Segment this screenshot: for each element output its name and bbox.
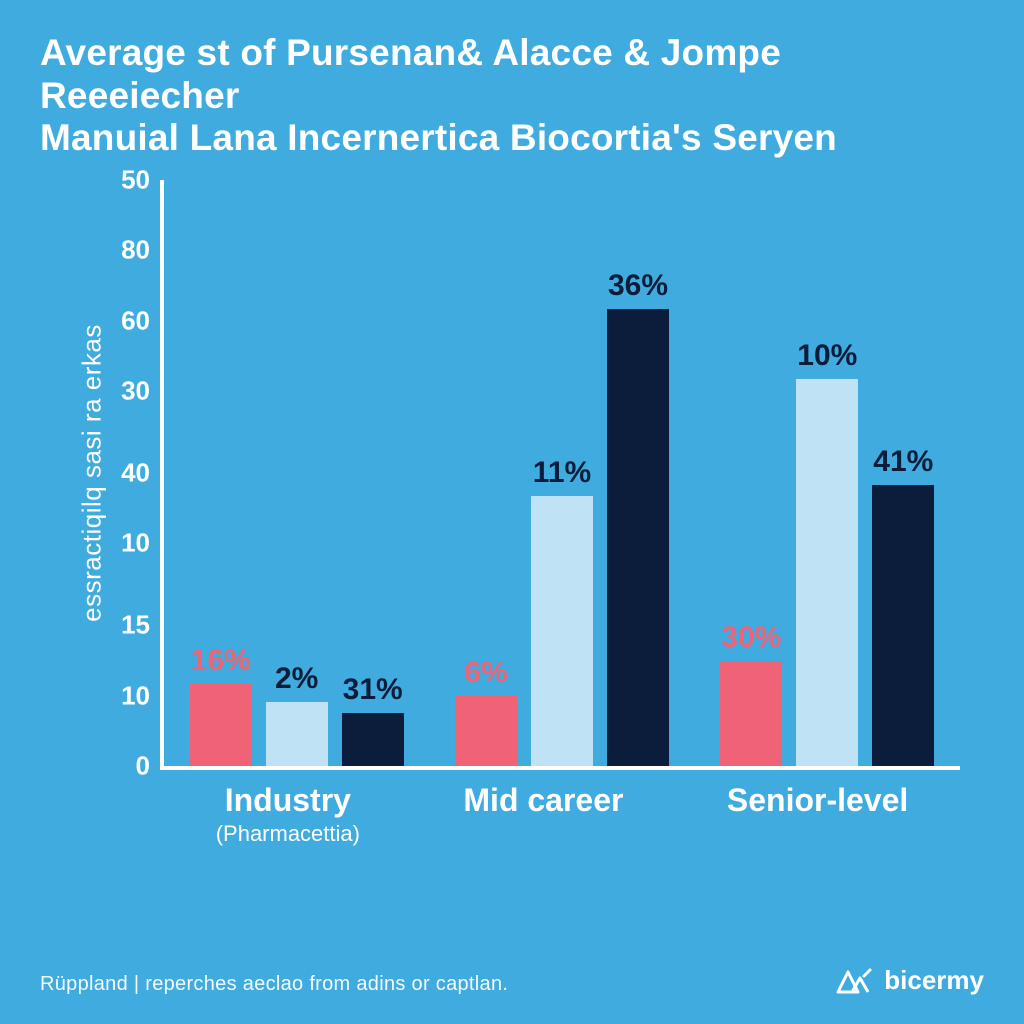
y-tick: 15 [121, 610, 150, 641]
y-tick: 50 [121, 165, 150, 196]
bar-value-label: 31% [343, 673, 403, 707]
plot-area: essractiqilq sasi ra erkas 16%2%31%6%11%… [160, 180, 960, 770]
bar-value-label: 10% [797, 339, 857, 373]
bar-value-label: 16% [191, 644, 251, 678]
bar: 6% [455, 696, 517, 766]
y-tick: 60 [121, 305, 150, 336]
bar-value-label: 11% [533, 456, 591, 490]
y-tick: 80 [121, 235, 150, 266]
y-tick: 30 [121, 375, 150, 406]
chart-title: Average st of Pursenan& Alacce & Jompe R… [40, 32, 984, 160]
bar-value-label: 6% [464, 656, 507, 690]
footer: Rüppland | reperches aeclao from adins o… [40, 965, 984, 996]
brand-logo-icon [834, 966, 874, 996]
y-axis-label: essractiqilq sasi ra erkas [77, 324, 108, 622]
y-tick: 10 [121, 528, 150, 559]
bar: 2% [266, 702, 328, 766]
x-axis-label: Industry(Pharmacettia) [216, 782, 360, 847]
bar-value-label: 41% [873, 445, 933, 479]
bar: 11% [531, 496, 593, 766]
bar-groups: 16%2%31%6%11%36%30%10%41% [164, 180, 960, 766]
bar: 36% [607, 309, 669, 766]
bar-group: 6%11%36% [455, 180, 669, 766]
y-tick: 40 [121, 458, 150, 489]
x-axis-label: Mid career [463, 782, 623, 847]
chart-container: essractiqilq sasi ra erkas 16%2%31%6%11%… [60, 160, 980, 880]
bar-value-label: 30% [721, 621, 781, 655]
bar: 10% [796, 379, 858, 766]
footer-brand: bicermy [834, 965, 984, 996]
bar: 31% [342, 713, 404, 766]
x-axis-label: Senior-level [727, 782, 908, 847]
x-axis-labels: Industry(Pharmacettia) Mid career Senior-l… [164, 782, 960, 847]
y-tick: 10 [121, 680, 150, 711]
bar-value-label: 2% [275, 662, 318, 696]
chart-title-line2: Manuial Lana Incernertica Biocortia's Se… [40, 117, 984, 160]
bar-value-label: 36% [608, 269, 668, 303]
bar: 41% [872, 485, 934, 766]
bar-group: 16%2%31% [190, 180, 404, 766]
bar: 30% [720, 661, 782, 766]
y-tick: 0 [136, 751, 150, 782]
bar-group: 30%10%41% [720, 180, 934, 766]
footer-caption: Rüppland | reperches aeclao from adins o… [40, 973, 508, 996]
bar: 16% [190, 684, 252, 766]
brand-name: bicermy [884, 965, 984, 996]
chart-title-line1: Average st of Pursenan& Alacce & Jompe R… [40, 32, 984, 117]
